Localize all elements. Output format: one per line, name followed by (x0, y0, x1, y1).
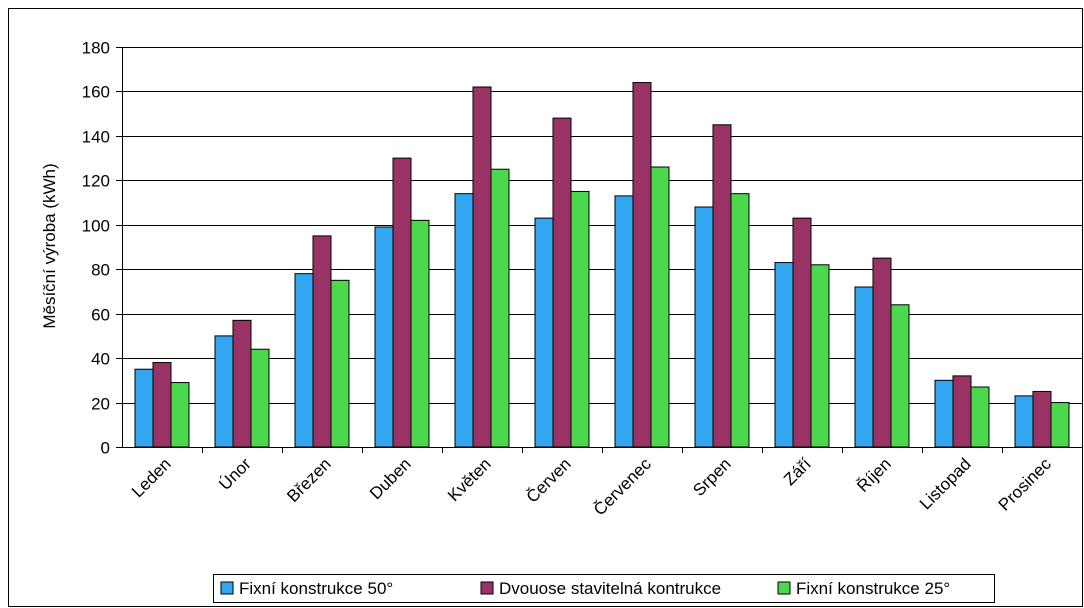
bar (694, 206, 714, 448)
bar (1032, 390, 1052, 448)
bar (410, 219, 430, 448)
bar (632, 82, 652, 448)
legend-label: Fixní konstrukce 25° (796, 579, 950, 598)
y-tick-label: 60 (91, 306, 110, 325)
y-tick-label: 100 (82, 217, 110, 236)
bar (152, 362, 172, 448)
y-axis-title: Měsíční výroba (kWh) (40, 163, 59, 328)
bar (810, 264, 830, 448)
bar (730, 193, 750, 448)
y-tick-label: 40 (91, 350, 110, 369)
bar (250, 348, 270, 448)
bar (970, 386, 990, 448)
y-tick-label: 120 (82, 172, 110, 191)
bar (552, 117, 572, 448)
y-tick-label: 20 (91, 395, 110, 414)
bar (1050, 402, 1070, 448)
legend-swatch (220, 581, 234, 595)
bar (614, 195, 634, 448)
bar (330, 279, 350, 448)
legend-swatch (777, 581, 791, 595)
bar (774, 262, 794, 448)
y-tick-label: 160 (82, 83, 110, 102)
bar (472, 86, 492, 448)
grid-layer (122, 47, 1082, 404)
bar (712, 124, 732, 448)
y-tick-label: 180 (82, 39, 110, 58)
bar (570, 190, 590, 448)
bar (872, 257, 892, 448)
bar (792, 217, 812, 448)
bar (214, 335, 234, 448)
bar (134, 368, 154, 448)
legend-label: Dvouose stavitelná kontrukce (499, 579, 721, 598)
bar (490, 168, 510, 448)
bar (952, 375, 972, 448)
bar (1014, 395, 1034, 448)
bar (374, 226, 394, 448)
legend-swatch (480, 581, 494, 595)
bar (232, 319, 252, 448)
y-tick-label: 80 (91, 261, 110, 280)
bar (890, 304, 910, 448)
legend: Fixní konstrukce 50° Dvouose stavitelná k… (213, 574, 995, 603)
bar (170, 382, 190, 448)
bar (392, 157, 412, 448)
bar (934, 379, 954, 448)
bar (854, 286, 874, 448)
bar (454, 193, 474, 448)
legend-label: Fixní konstrukce 50° (239, 579, 393, 598)
bar (650, 166, 670, 448)
bar (294, 273, 314, 448)
y-tick-label: 140 (82, 128, 110, 147)
bar (534, 217, 554, 448)
y-tick-label: 0 (101, 439, 110, 458)
bar (312, 235, 332, 448)
bars-layer (134, 82, 1070, 448)
legend-box (213, 574, 995, 603)
